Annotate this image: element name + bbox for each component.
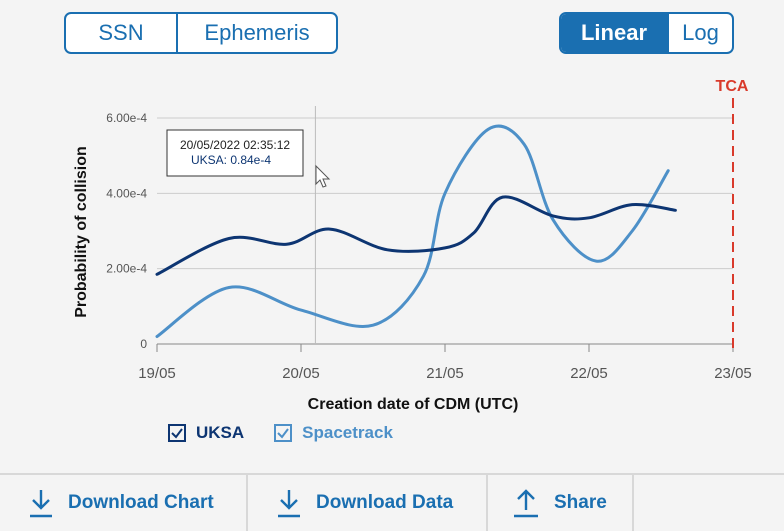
x-tick-label: 22/05 [570, 365, 608, 382]
share-label: Share [554, 492, 607, 513]
x-axis-title: Creation date of CDM (UTC) [308, 396, 519, 413]
data-source-toggle: SSN Ephemeris [64, 12, 338, 54]
y-tick-label: 6.00e-4 [106, 111, 147, 125]
checkbox-checked-icon[interactable] [168, 424, 186, 442]
share-upload-icon [514, 489, 538, 518]
download-data-label: Download Data [316, 492, 454, 513]
series-line-uksa [155, 195, 677, 276]
mouse-pointer-icon [315, 164, 331, 188]
tca-label: TCA [716, 78, 749, 95]
tooltip-value: UKSA: 0.84e-4 [191, 153, 271, 167]
y-tick-label: 4.00e-4 [106, 186, 147, 200]
tooltip-date: 20/05/2022 02:35:12 [180, 138, 290, 152]
action-bar: Download Chart Download Data Share [0, 473, 784, 531]
x-axis-ticks: 19/05 20/05 21/05 22/05 23/05 [138, 344, 752, 382]
share-button[interactable]: Share [488, 475, 634, 531]
chart-tooltip: 20/05/2022 02:35:12 UKSA: 0.84e-4 [166, 129, 304, 177]
x-tick-label: 19/05 [138, 365, 176, 382]
ephemeris-option[interactable]: Ephemeris [176, 14, 336, 52]
scale-toggle: Linear Log [559, 12, 734, 54]
legend-spacetrack[interactable]: Spacetrack [274, 423, 393, 443]
download-icon [278, 490, 300, 518]
probability-chart: 0 2.00e-4 4.00e-4 6.00e-4 19/05 20/05 21/05 22… [73, 78, 752, 413]
download-data-button[interactable]: Download Data [248, 475, 488, 531]
y-tick-label: 0 [140, 337, 147, 351]
linear-option[interactable]: Linear [561, 14, 667, 52]
x-tick-label: 21/05 [426, 365, 464, 382]
series-lines [155, 124, 677, 338]
chart-legend: UKSA Spacetrack [168, 423, 423, 443]
log-option[interactable]: Log [667, 14, 732, 52]
legend-spacetrack-label: Spacetrack [302, 423, 393, 442]
legend-uksa[interactable]: UKSA [168, 423, 244, 443]
download-chart-button[interactable]: Download Chart [0, 475, 248, 531]
y-axis-ticks: 0 2.00e-4 4.00e-4 6.00e-4 [106, 111, 147, 351]
checkbox-checked-icon[interactable] [274, 424, 293, 442]
download-chart-label: Download Chart [68, 492, 214, 513]
x-tick-label: 20/05 [282, 365, 320, 382]
series-line-spacetrack [155, 124, 670, 338]
y-tick-label: 2.00e-4 [106, 262, 147, 276]
ssn-option[interactable]: SSN [98, 20, 144, 45]
download-icon [30, 490, 52, 518]
y-axis-title: Probability of collision [73, 146, 90, 318]
x-tick-label: 23/05 [714, 365, 752, 382]
legend-uksa-label: UKSA [196, 423, 245, 442]
